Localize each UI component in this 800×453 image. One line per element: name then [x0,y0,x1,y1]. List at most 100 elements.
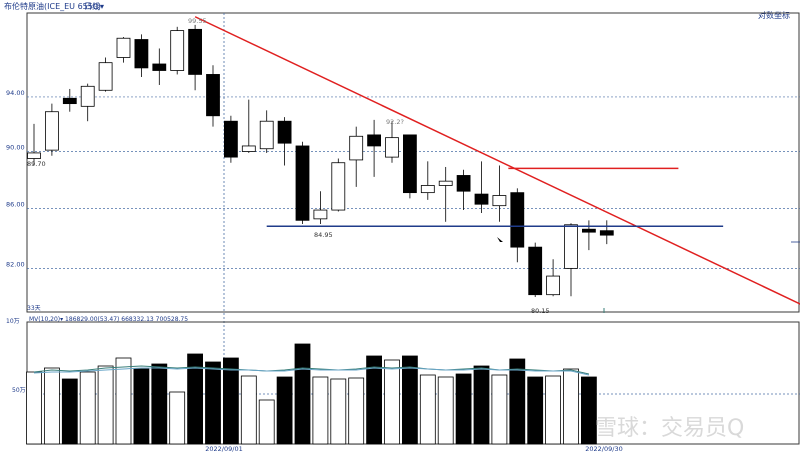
chevron-down-icon: ▾ [100,2,105,11]
y-tick-label: 86.00 [6,201,25,209]
volume-bar [205,361,221,445]
candle-down [456,175,471,192]
price-axis: 94.00 90.00 86.00 82.00 [6,89,800,269]
log-scale-toggle[interactable]: 对数坐标 [758,11,790,20]
volume-bar [437,376,454,445]
trendline [194,16,800,305]
volume-bars [26,343,597,445]
candle-up [116,37,131,58]
candle-up [98,62,113,91]
candle-up [27,152,41,159]
price-annotation: 89.70 [27,160,46,168]
volume-bar [419,374,436,445]
volume-tick-label: 50万 [12,387,26,394]
candle-up [564,224,578,269]
ma-line-long [33,367,590,376]
volume-bar [509,358,526,445]
candle-down [367,134,382,147]
volume-bar [312,376,329,445]
y-tick-label: 82.00 [6,260,25,268]
volume-bar [222,357,239,445]
candles [27,24,614,298]
candle-down [223,120,238,158]
price-annotation: 99.55 [188,17,207,25]
volume-bar [97,365,114,445]
volume-bar [455,373,472,445]
volume-bar [258,399,275,445]
price-panel-frame [26,12,800,313]
candle-down [402,134,417,194]
volume-bar [61,378,78,445]
candle-up [241,145,256,152]
volume-bar [330,378,347,445]
price-annotation: 84.95 [314,231,333,239]
candle-up [80,85,95,107]
candle-up [170,30,185,71]
candle-down [295,145,310,221]
price-annotation: 92.2? [386,118,404,126]
indicator-label: MV(10,20)▾ 186829.00(53.47) 668332.13 70… [29,316,188,323]
volume-bar [133,368,150,445]
volume-bar [366,355,383,445]
volume-bar [44,367,60,445]
candle-down [528,246,543,296]
volume-bar [491,374,508,445]
candle-up [385,137,399,158]
x-tick-label: 2022/09/30 [585,445,622,453]
volume-bar [581,376,597,445]
candle-up [438,180,453,186]
candle-up [492,195,507,207]
price-grid [26,12,800,444]
x-tick-label: 2022/09/01 [205,445,242,453]
trendlines [194,16,800,305]
volume-bar [384,359,400,445]
volume-ma-lines [33,365,590,376]
candle-up [45,111,59,151]
volume-bar [473,365,490,445]
volume-bar [151,363,168,445]
candle-down [582,228,596,233]
candle-down [188,28,203,75]
volume-bar [276,376,293,445]
volume-bar [348,377,365,445]
chart-header: 布伦特原油(ICE_EU 6550) 日线▾ 对数坐标 [0,0,800,20]
volume-bar [527,376,544,445]
y-tick-label: 94.00 [6,89,25,97]
y-tick-label: 90.00 [6,144,25,152]
candle-up [546,275,560,296]
volume-bar [545,375,561,445]
volume-scale-label: 10万 [6,318,20,325]
volume-bar [79,371,96,445]
volume-bar [187,353,204,445]
instrument-title: 布伦特原油(ICE_EU 6550) [4,2,102,11]
days-label: 33天 [27,305,41,312]
period-selector[interactable]: 日线▾ [84,1,104,12]
price-annotations: 99.55 92.2? 89.70 84.95 80.15 33天 [27,17,550,315]
volume-bar [169,391,186,445]
volume-bar [401,355,418,445]
candle-down [152,63,167,71]
cursor-arrow-icon [497,237,503,242]
volume-bar [294,343,311,445]
volume-bar [563,368,579,445]
candle-down [474,193,489,205]
period-label: 日线 [84,2,100,11]
volume-bar [26,371,42,445]
price-annotation: 80.15 [531,307,550,315]
candle-up [420,185,435,194]
date-axis: 2022/09/01 2022/09/30 [205,445,622,453]
candle-down [277,120,292,144]
volume-bar [115,357,132,445]
candle-up [331,162,346,211]
candle-down [510,192,525,248]
candle-up [259,120,274,150]
candle-down [206,74,220,117]
candle-down [599,230,614,236]
volume-bar [240,375,257,445]
candle-down [62,97,77,105]
candle-up [313,209,328,220]
watermark-text: 雪球：交易员Q [595,416,745,441]
candle-up [349,135,364,161]
candle-down [134,39,149,69]
